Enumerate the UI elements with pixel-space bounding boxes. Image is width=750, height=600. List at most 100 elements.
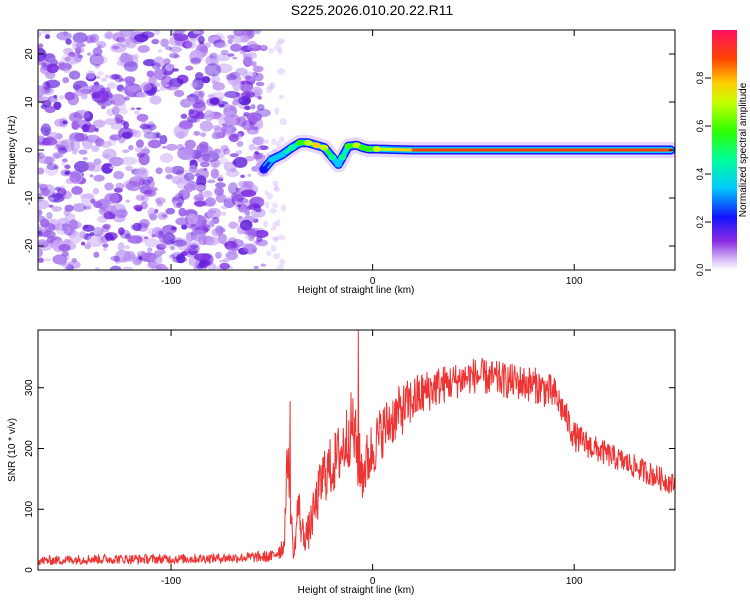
noise-speckle: [270, 244, 277, 252]
noise-speckle: [211, 228, 222, 237]
noise-speckle: [252, 71, 258, 78]
noise-speckle: [151, 62, 161, 70]
noise-speckle: [57, 61, 65, 66]
noise-speckle: [89, 163, 103, 173]
noise-speckle: [212, 82, 226, 91]
noise-speckle: [69, 219, 78, 230]
noise-speckle: [48, 197, 55, 201]
noise-speckle: [219, 262, 231, 270]
noise-speckle: [105, 31, 114, 40]
noise-speckle: [51, 206, 63, 212]
noise-speckle: [173, 54, 180, 59]
noise-speckle: [134, 169, 146, 178]
noise-speckle: [246, 127, 259, 135]
noise-speckle: [113, 187, 123, 193]
noise-speckle: [253, 30, 261, 35]
noise-speckle: [56, 226, 71, 236]
noise-speckle: [169, 52, 179, 59]
noise-speckle: [144, 237, 158, 248]
noise-speckle: [155, 167, 163, 175]
noise-speckle: [48, 56, 57, 66]
noise-speckle: [86, 241, 91, 246]
noise-speckle: [72, 203, 87, 212]
noise-speckle: [103, 246, 108, 252]
noise-speckle: [46, 162, 58, 171]
noise-speckle: [135, 206, 143, 212]
noise-speckle: [195, 168, 209, 180]
noise-speckle: [176, 253, 186, 264]
snr-x-axis-label: Height of straight line (km): [298, 585, 415, 596]
noise-speckle: [192, 77, 204, 91]
noise-speckle: [199, 120, 214, 132]
noise-speckle: [254, 151, 259, 155]
noise-speckle: [273, 183, 278, 191]
noise-speckle: [133, 130, 142, 138]
noise-speckle: [44, 105, 56, 114]
noise-speckle: [138, 255, 143, 261]
noise-speckle: [98, 236, 106, 244]
noise-speckle: [44, 258, 52, 262]
noise-speckle: [53, 152, 64, 158]
noise-speckle: [151, 233, 156, 238]
noise-speckle: [85, 70, 96, 80]
noise-speckle: [203, 168, 208, 171]
noise-speckle: [166, 143, 178, 151]
ridge-point: [320, 144, 329, 151]
noise-speckle: [38, 230, 43, 237]
noise-speckle: [69, 231, 82, 244]
noise-speckle: [69, 112, 83, 123]
noise-speckle: [159, 153, 174, 163]
noise-speckle: [89, 232, 95, 237]
noise-speckle: [156, 243, 166, 251]
noise-speckle: [266, 83, 275, 90]
noise-speckle: [227, 73, 242, 86]
noise-speckle: [176, 143, 184, 151]
noise-speckle: [122, 149, 130, 154]
y-tick-label: 200: [24, 440, 35, 457]
ridge-point: [352, 142, 361, 149]
noise-speckle: [271, 138, 277, 146]
noise-speckle: [254, 146, 262, 151]
noise-speckle: [278, 136, 285, 143]
noise-speckle: [189, 49, 204, 64]
noise-speckle: [143, 132, 160, 140]
noise-speckle: [178, 207, 187, 217]
noise-speckle: [248, 237, 255, 242]
noise-speckle: [240, 189, 257, 198]
noise-speckle: [254, 229, 269, 238]
noise-speckle: [38, 153, 41, 157]
spectrogram-plot-area: [38, 30, 675, 270]
noise-speckle: [233, 30, 244, 37]
noise-speckle: [122, 266, 134, 270]
noise-speckle: [211, 74, 220, 85]
noise-speckle: [73, 53, 83, 63]
noise-speckle: [104, 118, 117, 126]
noise-speckle: [163, 58, 171, 65]
noise-speckle: [139, 123, 151, 130]
noise-speckle: [253, 265, 259, 270]
noise-speckle: [63, 68, 71, 74]
noise-speckle: [228, 133, 239, 143]
noise-speckle: [139, 218, 150, 228]
noise-speckle: [176, 202, 183, 209]
noise-speckle: [253, 72, 264, 82]
noise-speckle: [54, 164, 59, 170]
noise-speckle: [133, 53, 139, 60]
noise-speckle: [174, 30, 187, 34]
noise-speckle: [192, 30, 201, 35]
colorbar-label: Normalized spectral amplitude: [738, 82, 749, 217]
noise-speckle: [44, 164, 59, 176]
noise-speckle: [117, 242, 125, 252]
noise-speckle: [198, 90, 205, 98]
noise-speckle: [105, 233, 114, 242]
noise-speckle: [102, 223, 111, 230]
noise-speckle: [146, 70, 155, 78]
noise-speckle: [165, 174, 173, 180]
noise-speckle: [61, 252, 70, 261]
noise-speckle: [172, 32, 178, 37]
colorbar-tick-label: 0.4: [695, 168, 705, 181]
noise-speckle: [91, 90, 110, 103]
noise-speckle: [133, 110, 140, 115]
noise-speckle: [102, 243, 109, 248]
